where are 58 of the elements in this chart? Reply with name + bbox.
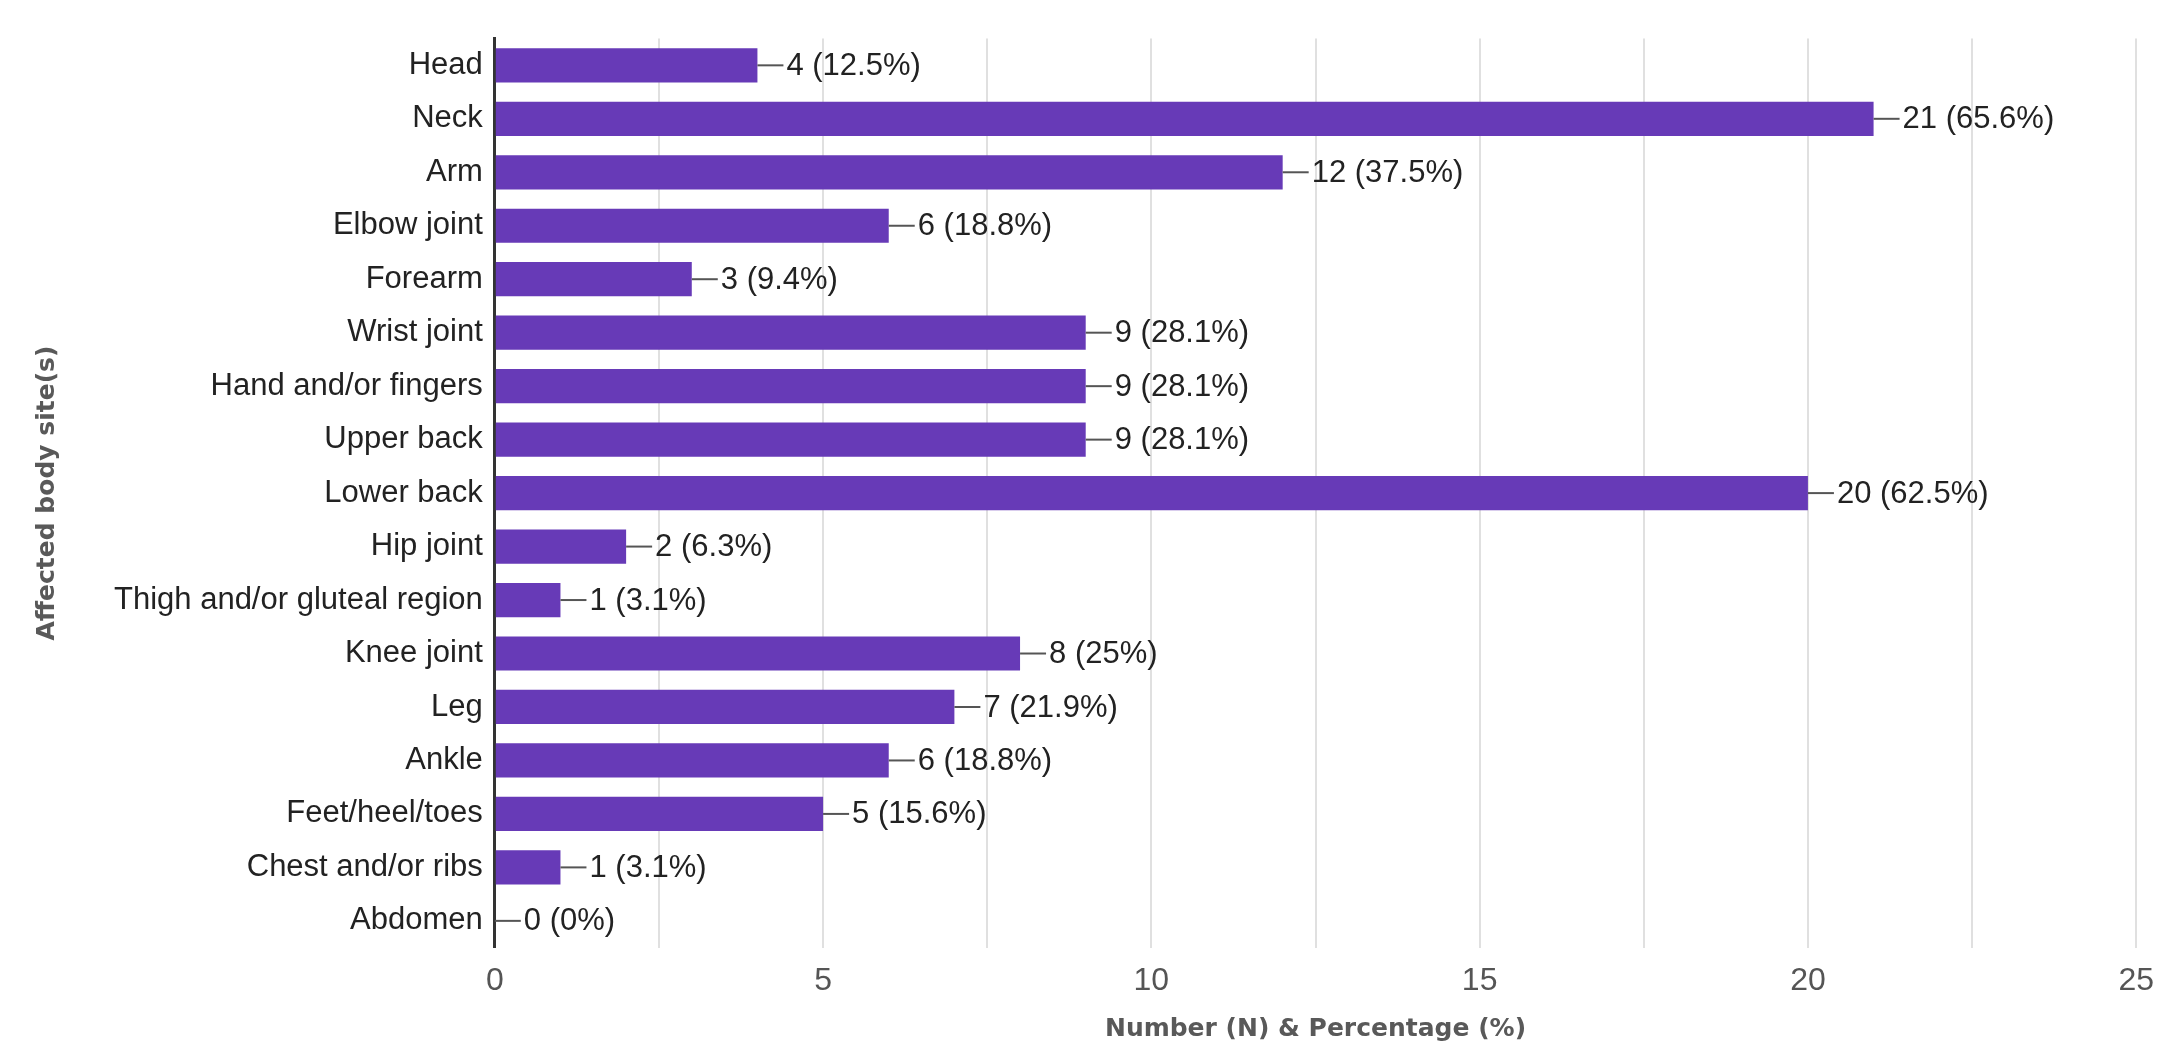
y-tick-label: Chest and/or ribs <box>246 847 483 883</box>
y-tick-label: Forearm <box>365 259 483 295</box>
data-label: 1 (3.1%) <box>589 848 707 884</box>
bar <box>495 262 692 297</box>
x-axis-title: Number (N) & Percentage (%) <box>1104 1012 1527 1042</box>
bar <box>495 582 561 618</box>
bar <box>495 636 1021 671</box>
bar <box>495 48 758 83</box>
x-tick-label: 25 <box>2118 960 2154 997</box>
y-tick-label: Elbow joint <box>332 206 484 242</box>
y-tick-label: Ankle <box>405 741 483 776</box>
y-tick-label: Thigh and/or gluteal region <box>113 580 483 616</box>
bar <box>495 155 1283 190</box>
data-label: 1 (3.1%) <box>589 581 707 617</box>
data-label: 2 (6.3%) <box>655 528 773 564</box>
y-tick-label: Lower back <box>324 473 484 509</box>
bar <box>495 475 1808 511</box>
bar <box>495 369 1086 404</box>
data-label: 7 (21.9%) <box>983 688 1118 724</box>
data-label: 4 (12.5%) <box>786 46 921 82</box>
bar <box>495 796 824 832</box>
y-axis-title: Affected body site(s) <box>30 345 60 641</box>
data-label: 6 (18.8%) <box>917 742 1053 777</box>
y-tick-label: Wrist joint <box>347 313 484 349</box>
data-label: 6 (18.8%) <box>917 207 1053 243</box>
y-tick-label: Knee joint <box>344 634 484 670</box>
y-tick-label: Head <box>408 45 483 81</box>
data-label: 9 (28.1%) <box>1114 314 1250 350</box>
y-tick-label: Arm <box>425 152 483 188</box>
data-label: 9 (28.1%) <box>1114 367 1250 403</box>
bar <box>495 208 889 243</box>
x-tick-label: 0 <box>485 960 504 997</box>
bar <box>495 850 561 885</box>
x-tick-label: 20 <box>1790 960 1826 997</box>
data-label: 12 (37.5%) <box>1311 153 1464 189</box>
y-tick-label: Abdomen <box>350 901 483 937</box>
data-label: 5 (15.6%) <box>852 795 987 831</box>
bar <box>495 529 627 564</box>
y-tick-label: Feet/heel/toes <box>286 794 483 830</box>
bar <box>495 422 1086 457</box>
x-tick-label: 15 <box>1461 960 1498 997</box>
y-tick-label: Hip joint <box>370 527 484 563</box>
x-tick-label: 10 <box>1133 960 1170 997</box>
data-label: 3 (9.4%) <box>720 260 838 296</box>
data-label: 0 (0%) <box>523 902 616 938</box>
y-tick-label: Leg <box>431 687 483 723</box>
data-label: 21 (65.6%) <box>1902 100 2055 136</box>
data-label: 20 (62.5%) <box>1836 474 1989 510</box>
y-tick-label: Hand and/or fingers <box>210 366 483 402</box>
x-tick-label: 5 <box>814 960 832 997</box>
y-tick-label: Upper back <box>324 420 484 456</box>
data-label: 9 (28.1%) <box>1114 421 1250 457</box>
bar <box>495 101 1874 136</box>
data-label: 8 (25%) <box>1049 635 1158 671</box>
bar <box>495 315 1086 350</box>
bar <box>495 689 955 725</box>
bar <box>495 743 889 778</box>
y-tick-label: Neck <box>412 99 484 135</box>
